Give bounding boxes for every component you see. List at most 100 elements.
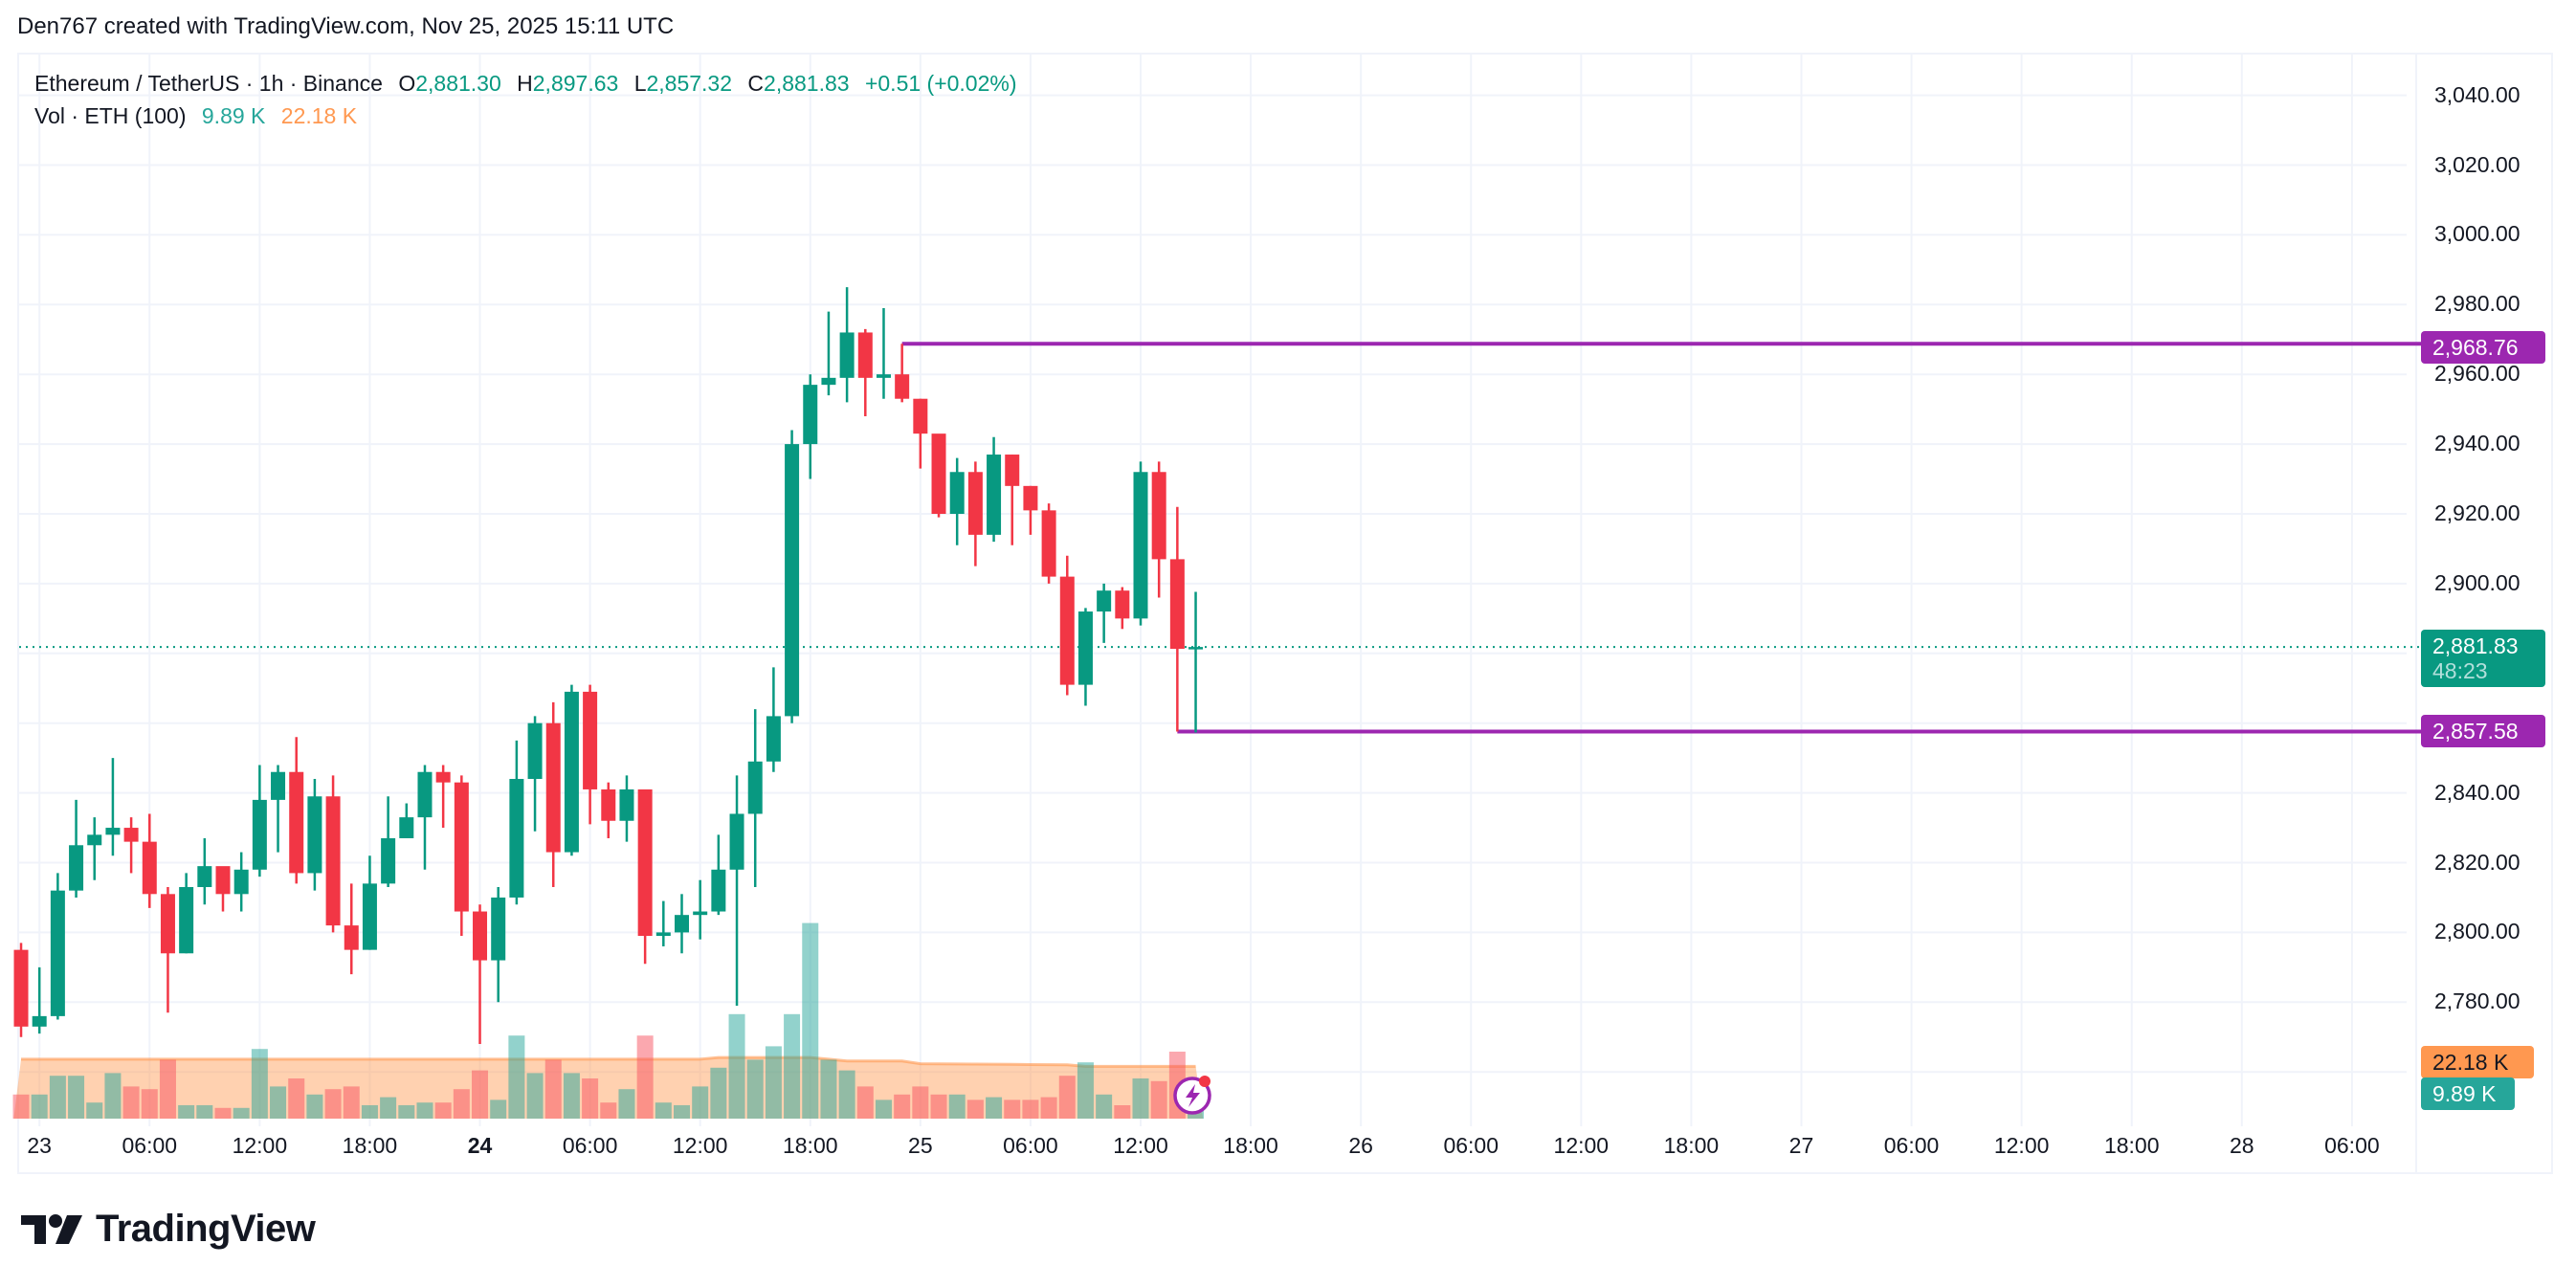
price-tick-label: 2,800.00 (2434, 919, 2520, 944)
change-value: +0.51 (+0.02%) (864, 71, 1017, 96)
candle-body (215, 866, 231, 895)
volume-bar (582, 1078, 599, 1119)
tradingview-logo[interactable]: TradingView (21, 1208, 316, 1251)
candle-body (637, 788, 653, 937)
volume-bar (1004, 1099, 1021, 1119)
volume-bar (1096, 1094, 1113, 1119)
symbol-title[interactable]: Ethereum / TetherUS · 1h · Binance (34, 71, 383, 96)
candle-body (601, 788, 616, 821)
volume-title[interactable]: Vol · ETH (100) (34, 103, 187, 128)
volume-bar (1022, 1099, 1039, 1119)
volume-bar (178, 1105, 195, 1119)
volume-bar (68, 1076, 85, 1119)
candle-body (1169, 559, 1185, 650)
lightning-alert-icon[interactable] (1172, 1072, 1216, 1116)
volume-bar (398, 1105, 415, 1119)
volume-bar (472, 1070, 489, 1119)
resistance-price-tag: 2,968.76 (2421, 331, 2545, 364)
candle-body (1188, 647, 1204, 650)
candle-body (583, 691, 598, 789)
volume-bar (306, 1094, 323, 1119)
close-value: 2,881.83 (764, 71, 850, 96)
time-tick-label: 24 (467, 1133, 493, 1158)
candle-body (619, 788, 634, 821)
volume-bar (600, 1102, 617, 1119)
high-value: 2,897.63 (532, 71, 619, 96)
volume-bar (288, 1078, 305, 1119)
candle-body (693, 911, 708, 916)
time-tick-label: 27 (1788, 1133, 1814, 1158)
volume-bar (765, 1046, 782, 1119)
candle-body (1023, 485, 1038, 511)
volume-ma-line (21, 1055, 1196, 1068)
time-tick-label: 06:00 (1443, 1133, 1499, 1158)
chart-legend: Ethereum / TetherUS · 1h · Binance O2,88… (34, 67, 1017, 132)
time-tick-label: 06:00 (122, 1133, 178, 1158)
price-tick-label: 3,040.00 (2434, 81, 2520, 107)
last-price-tag: 2,881.83 48:23 (2421, 630, 2545, 687)
candle-body (417, 771, 433, 818)
candle-body (747, 761, 763, 814)
volume-bar (343, 1086, 360, 1119)
volume-bar (948, 1094, 966, 1119)
candle-body (967, 472, 983, 535)
volume-bar (251, 1049, 268, 1119)
time-tick-label: 25 (908, 1133, 933, 1158)
volume-bar (692, 1086, 709, 1119)
high-label: H (517, 71, 533, 96)
candle-body (803, 385, 818, 445)
time-tick-label: 28 (2230, 1133, 2254, 1158)
price-tick-label: 3,000.00 (2434, 221, 2520, 247)
candle-body (362, 883, 377, 950)
candle-body (766, 716, 781, 762)
candle-body (655, 932, 671, 937)
volume-bar (86, 1102, 103, 1119)
price-tick-label: 2,960.00 (2434, 361, 2520, 387)
volume-bar (544, 1059, 562, 1119)
volume-bar (196, 1105, 213, 1119)
price-tick-label: 2,980.00 (2434, 291, 2520, 317)
time-tick-label: 06:00 (1003, 1133, 1058, 1158)
time-tick-label: 12:00 (1113, 1133, 1168, 1158)
time-tick-label: 18:00 (342, 1133, 398, 1158)
time-tick-label: 26 (1348, 1133, 1373, 1158)
candle-body (987, 455, 1002, 535)
last-price-value: 2,881.83 (2432, 633, 2519, 658)
bar-countdown: 48:23 (2432, 658, 2488, 683)
candle-body (50, 890, 65, 1016)
time-tick-label: 23 (27, 1133, 52, 1158)
volume-bar (1132, 1078, 1149, 1119)
low-label: L (633, 71, 647, 96)
volume-bar (49, 1076, 66, 1119)
volume-bar (618, 1089, 635, 1119)
chart-frame (17, 53, 2553, 1174)
candle-body (69, 845, 84, 891)
volume-ma-value: 22.18 K (280, 103, 358, 128)
candle-body (509, 779, 524, 898)
volume-bar (856, 1086, 874, 1119)
candle-body (785, 444, 800, 717)
volume-bar (380, 1097, 397, 1119)
time-tick-label: 06:00 (2324, 1133, 2380, 1158)
tradingview-logo-text: TradingView (96, 1208, 316, 1250)
volume-bar (361, 1105, 378, 1119)
candle-body (839, 332, 855, 378)
candle-body (344, 925, 359, 950)
candle-body (1059, 576, 1075, 685)
legend-ohlc-row: Ethereum / TetherUS · 1h · Binance O2,88… (34, 67, 1017, 100)
volume-bar (122, 1086, 140, 1119)
volume-bar (894, 1094, 911, 1119)
price-tick-label: 2,900.00 (2434, 569, 2520, 595)
legend-volume-row: Vol · ETH (100) 9.89 K 22.18 K (34, 100, 1017, 132)
volume-bar (674, 1105, 690, 1119)
volume-bar (1150, 1080, 1167, 1119)
volume-bar (159, 1059, 176, 1119)
volume-bar (490, 1099, 507, 1119)
candle-body (711, 869, 726, 912)
candle-body (252, 799, 267, 870)
candle-body (473, 911, 488, 961)
time-tick-label: 12:00 (1553, 1133, 1610, 1158)
volume-bar (1114, 1105, 1131, 1119)
volume-bar (141, 1089, 158, 1119)
